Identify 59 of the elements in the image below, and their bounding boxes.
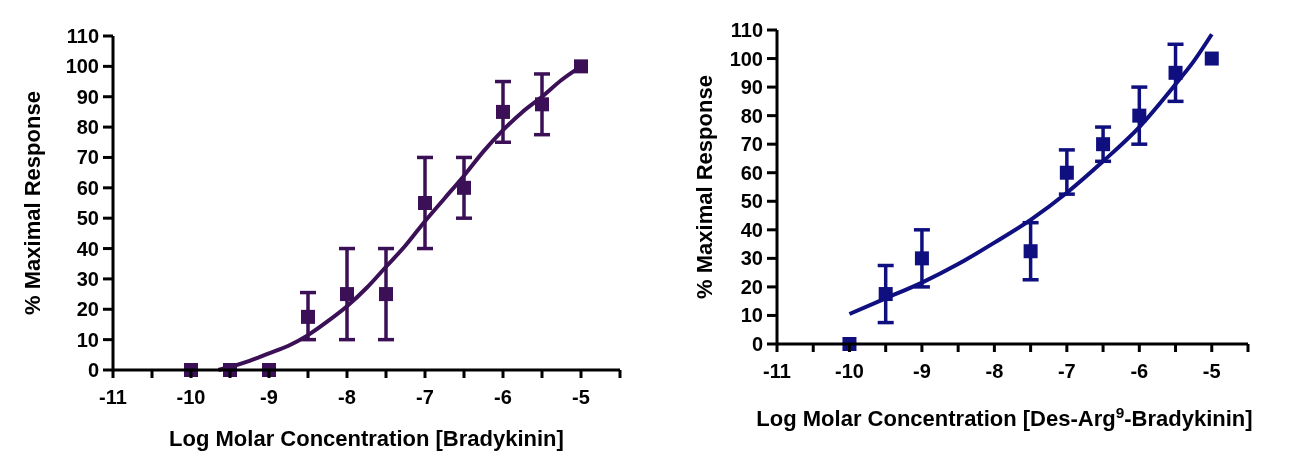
x-tick-label: -9 bbox=[913, 360, 931, 382]
x-tick-label: -10 bbox=[835, 360, 864, 382]
y-tick-label: 60 bbox=[740, 161, 763, 184]
point bbox=[878, 287, 893, 302]
y-tick-label: 10 bbox=[740, 304, 763, 327]
point bbox=[1059, 165, 1074, 180]
y-tick-label: 90 bbox=[740, 76, 763, 99]
y-tick-label: 0 bbox=[87, 359, 99, 381]
x-tick-label: -8 bbox=[985, 360, 1004, 382]
point bbox=[1023, 244, 1038, 259]
y-tick-label: 80 bbox=[740, 104, 763, 127]
y-tick-label: 100 bbox=[65, 55, 99, 78]
x-tick-label: -8 bbox=[338, 386, 356, 408]
x-tick-label: -5 bbox=[1202, 360, 1221, 382]
line-series bbox=[847, 32, 1214, 317]
x-tick-label: -7 bbox=[1057, 360, 1076, 382]
y-tick-label: 10 bbox=[76, 328, 99, 351]
point bbox=[1204, 51, 1219, 66]
y-tick-label: 50 bbox=[76, 207, 99, 230]
y-tick-label: 20 bbox=[76, 298, 99, 321]
y-tick-label: 80 bbox=[76, 116, 99, 139]
y-tick-label: 20 bbox=[740, 275, 763, 298]
y-tick-label: 100 bbox=[729, 47, 763, 70]
y-tick-label: 60 bbox=[76, 176, 99, 199]
x-tick-label: -6 bbox=[1130, 360, 1149, 382]
point bbox=[1096, 137, 1111, 152]
y-axis-title: % Maximal Response bbox=[20, 91, 45, 315]
y-tick-label: 90 bbox=[76, 85, 99, 108]
point bbox=[418, 196, 432, 210]
y-tick-label: 70 bbox=[740, 133, 763, 156]
y-tick-label: 40 bbox=[76, 237, 99, 260]
y-tick-label: 40 bbox=[740, 218, 763, 241]
point bbox=[340, 287, 354, 302]
y-tick-label: 30 bbox=[76, 267, 99, 290]
x-tick-label: -9 bbox=[260, 386, 278, 408]
point bbox=[914, 251, 929, 266]
point bbox=[1168, 65, 1183, 80]
x-tick-label: -7 bbox=[416, 386, 434, 408]
y-tick-label: 0 bbox=[751, 333, 763, 355]
x-tick-label: -6 bbox=[494, 386, 512, 408]
point bbox=[1132, 108, 1147, 123]
x-tick-label: -5 bbox=[572, 386, 590, 408]
y-tick-label: 70 bbox=[76, 146, 99, 169]
y-tick-label: 110 bbox=[730, 19, 763, 41]
point bbox=[379, 287, 393, 302]
y-tick-label: 30 bbox=[740, 247, 763, 270]
x-tick-label: -11 bbox=[763, 360, 791, 382]
x-tick-label: -10 bbox=[176, 386, 206, 408]
point bbox=[535, 97, 549, 112]
point bbox=[457, 180, 471, 195]
x-axis-title: Log Molar Concentration [Bradykinin] bbox=[169, 426, 564, 451]
x-tick-label: -11 bbox=[99, 386, 127, 408]
y-tick-label: 50 bbox=[740, 190, 763, 213]
y-tick-label: 110 bbox=[66, 25, 99, 47]
y-axis-title: % Maximal Response bbox=[692, 75, 717, 299]
point bbox=[301, 309, 315, 324]
x-axis-title: Log Molar Concentration [Des-Arg$^{9}$-Bradykinin] bbox=[756, 403, 1253, 431]
point bbox=[574, 59, 588, 74]
point bbox=[496, 104, 510, 119]
